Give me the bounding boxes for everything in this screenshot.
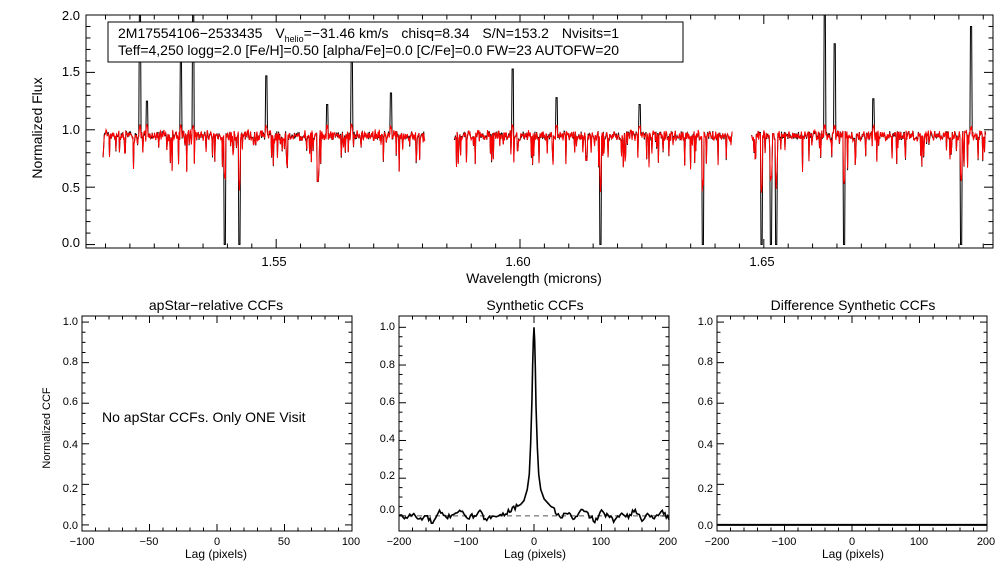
apstar-y-tick-label: 0.4 — [63, 439, 78, 451]
synthetic-x-tick-label: 0 — [531, 536, 537, 548]
spectrum-y-tick-label: 0.0 — [62, 235, 80, 250]
apstar-y-tick-label: 0.6 — [63, 396, 78, 408]
spectrum-legend-line-1: 2M17554106−2533435 Vhelio=−31.46 km/s ch… — [118, 25, 619, 44]
apstar-x-axis-label: Lag (pixels) — [185, 547, 247, 561]
observed-spectrum-line — [751, 15, 987, 246]
spectrum-data — [102, 15, 987, 246]
spectrum-x-axis-label: Wavelength (microns) — [466, 270, 602, 286]
spectrum-x-tick-label: 1.65 — [749, 254, 774, 269]
nvisits-value: Nvisits=1 — [562, 25, 619, 41]
apstar-x-tick-label: 100 — [342, 536, 360, 548]
difference-x-tick-label: −200 — [705, 536, 730, 548]
apstar-y-axis-label: Normalized CCF — [41, 387, 53, 469]
difference-x-tick-label: 100 — [910, 536, 928, 548]
synthetic-ccf-data — [398, 327, 670, 525]
apstar-ccf-panel: apStar−relative CCFs −100 −50 0 50 100 0… — [41, 297, 360, 561]
model-spectrum-line — [453, 123, 733, 193]
difference-ccf-panel: Difference Synthetic CCFs −200 −100 0 10… — [698, 297, 995, 561]
difference-x-tick-label: −100 — [772, 536, 797, 548]
no-ccf-message: No apStar CCFs. Only ONE Visit — [102, 409, 306, 425]
apstar-y-tick-label: 0.8 — [63, 356, 78, 368]
synthetic-x-axis-label: Lag (pixels) — [504, 547, 566, 561]
apstar-x-tick-label: 0 — [214, 536, 220, 548]
synthetic-ccf-title: Synthetic CCFs — [486, 297, 583, 313]
apstar-y-tick-label: 0.2 — [63, 483, 78, 495]
v-helio-value: =−31.46 km/s — [304, 25, 389, 41]
synthetic-x-tick-label: 100 — [592, 536, 610, 548]
difference-y-tick-label: 0.8 — [698, 356, 713, 368]
spectrum-y-tick-label: 1.0 — [62, 122, 80, 137]
synthetic-y-tick-label: 0.6 — [380, 396, 395, 408]
difference-y-tick-label: 0.4 — [698, 439, 713, 451]
synthetic-x-tick-label: −100 — [454, 536, 479, 548]
model-spectrum-line — [102, 123, 426, 191]
snr-value: S/N=153.2 — [482, 25, 549, 41]
spectrum-x-tick-label: 1.60 — [505, 254, 530, 269]
apstar-x-tick-label: −100 — [70, 536, 95, 548]
v-helio-subscript: helio — [285, 34, 304, 44]
synthetic-x-tick-label: −200 — [387, 536, 412, 548]
spectrum-y-tick-label: 1.5 — [62, 64, 80, 79]
synthetic-x-tick-label: 200 — [659, 536, 677, 548]
synthetic-ccf-line — [398, 327, 670, 525]
apstar-ccf-ticks — [81, 316, 353, 531]
spectrum-panel: 1.55 1.60 1.65 0.0 0.5 1.0 1.5 2.0 Wavel… — [29, 8, 994, 286]
v-helio-symbol: V — [275, 25, 285, 41]
difference-x-tick-label: 200 — [977, 536, 995, 548]
synthetic-y-tick-label: 0.2 — [380, 470, 395, 482]
chisq-value: chisq=8.34 — [401, 25, 469, 41]
difference-x-tick-label: 0 — [849, 536, 855, 548]
difference-y-tick-label: 0.6 — [698, 396, 713, 408]
apstar-ccf-title: apStar−relative CCFs — [149, 297, 283, 313]
synthetic-y-tick-label: 0.4 — [380, 433, 395, 445]
synthetic-ccf-panel: Synthetic CCFs −200 −100 0 100 200 0.0 0… — [380, 297, 677, 561]
synthetic-ccf-plot-frame — [398, 315, 670, 532]
difference-x-axis-label: Lag (pixels) — [822, 547, 884, 561]
synthetic-y-tick-label: 1.0 — [380, 321, 395, 333]
synthetic-y-tick-label: 0.8 — [380, 359, 395, 371]
spectrum-y-tick-label: 2.0 — [62, 8, 80, 23]
synthetic-y-tick-label: 0.0 — [380, 504, 395, 516]
difference-y-tick-label: 0.2 — [698, 483, 713, 495]
spectrum-legend-box — [107, 21, 684, 63]
spectrum-legend-line-2: Teff=4,250 logg=2.0 [Fe/H]=0.50 [alpha/F… — [118, 42, 619, 58]
object-id: 2M17554106−2533435 — [118, 25, 263, 41]
difference-y-tick-label: 0.0 — [698, 520, 713, 532]
spectrum-lines — [102, 15, 987, 246]
spectrum-y-axis-label: Normalized Flux — [29, 77, 45, 178]
difference-ccf-ticks — [716, 316, 988, 531]
spectrum-y-tick-label: 0.5 — [62, 180, 80, 195]
apstar-x-tick-label: −50 — [140, 536, 159, 548]
difference-y-tick-label: 1.0 — [698, 316, 713, 328]
model-spectrum-line — [751, 124, 987, 193]
spectrum-x-tick-label: 1.55 — [261, 254, 286, 269]
synthetic-ccf-ticks — [398, 316, 670, 531]
apstar-y-tick-label: 0.0 — [63, 520, 78, 532]
difference-ccf-title: Difference Synthetic CCFs — [771, 297, 936, 313]
apstar-y-tick-label: 1.0 — [63, 316, 78, 328]
apstar-x-tick-label: 50 — [278, 536, 290, 548]
difference-ccf-plot-frame — [716, 315, 988, 532]
spectrum-plot-frame — [85, 14, 994, 249]
